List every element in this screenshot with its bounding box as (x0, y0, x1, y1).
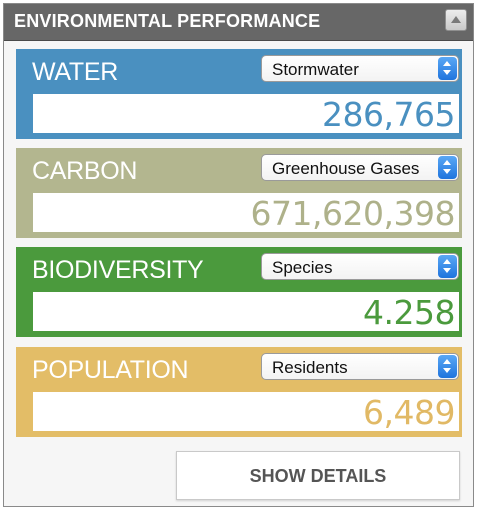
biodiversity-value: 4.258 (363, 293, 455, 332)
select-stepper-icon (438, 57, 457, 80)
metric-carbon: CARBON Greenhouse Gases 671,620,398 (16, 148, 462, 238)
triangle-up-icon (451, 16, 461, 23)
panel-title: ENVIRONMENTAL PERFORMANCE (14, 11, 321, 31)
metric-water: WATER Stormwater 286,765 (16, 49, 462, 139)
water-type-select[interactable]: Stormwater (261, 55, 459, 82)
biodiversity-type-value: Species (272, 258, 333, 277)
metric-biodiversity: BIODIVERSITY Species 4.258 (16, 247, 462, 337)
metric-label-biodiversity: BIODIVERSITY (32, 256, 204, 284)
population-value-box: 6,489 (33, 392, 459, 432)
population-value: 6,489 (363, 393, 455, 432)
carbon-value-box: 671,620,398 (33, 193, 459, 233)
metric-label-population: POPULATION (32, 356, 189, 384)
collapse-button[interactable] (445, 9, 467, 31)
population-type-select[interactable]: Residents (261, 353, 459, 380)
biodiversity-value-box: 4.258 (33, 292, 459, 332)
environmental-performance-panel: ENVIRONMENTAL PERFORMANCE WATER Stormwat… (3, 3, 474, 507)
select-stepper-icon (438, 156, 457, 179)
population-type-value: Residents (272, 358, 348, 377)
show-details-label: SHOW DETAILS (249, 466, 387, 486)
metric-label-water: WATER (32, 58, 118, 86)
metric-population: POPULATION Residents 6,489 (16, 347, 462, 437)
panel-titlebar: ENVIRONMENTAL PERFORMANCE (4, 4, 473, 41)
select-stepper-icon (438, 255, 457, 278)
metric-label-carbon: CARBON (32, 157, 138, 185)
carbon-type-value: Greenhouse Gases (272, 159, 420, 178)
select-stepper-icon (438, 355, 457, 378)
carbon-type-select[interactable]: Greenhouse Gases (261, 154, 459, 181)
biodiversity-type-select[interactable]: Species (261, 253, 459, 280)
carbon-value: 671,620,398 (250, 194, 456, 233)
water-value-box: 286,765 (33, 94, 459, 134)
show-details-button[interactable]: SHOW DETAILS (176, 451, 460, 500)
water-type-value: Stormwater (272, 60, 359, 79)
water-value: 286,765 (322, 95, 455, 134)
